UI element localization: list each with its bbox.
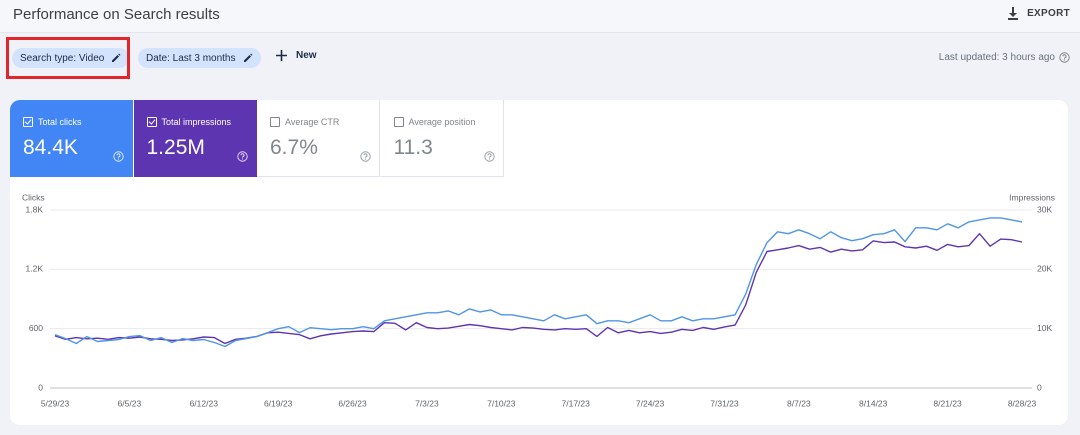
y2-tick-label: 10K [1037,323,1052,333]
help-icon[interactable] [236,151,248,162]
metric-value: 6.7% [270,136,318,159]
help-icon[interactable] [113,151,124,162]
checkbox[interactable] [270,117,280,127]
metric-label-row: Average CTR [270,117,339,127]
new-label: New [296,50,317,61]
x-tick-label: 7/17/23 [562,398,591,408]
export-button[interactable]: EXPORT [1007,7,1070,20]
help-icon[interactable] [1059,52,1070,63]
x-tick-label: 7/24/23 [636,398,665,408]
y2-tick-label: 30K [1037,204,1052,214]
export-label: EXPORT [1027,8,1070,19]
x-tick-label: 7/10/23 [487,398,516,408]
highlight-box [6,37,130,79]
metric-card[interactable]: Average position 11.3 [380,100,504,177]
x-tick-label: 6/26/23 [338,398,367,408]
metric-value: 11.3 [393,136,433,159]
metric-label-row: Average position [393,117,476,127]
y-tick-label: 1.2K [26,264,44,274]
y2-axis-label: Impressions [1009,192,1055,202]
metric-value: 1.25M [146,136,205,159]
metric-label-row: Total clicks [23,117,82,127]
x-tick-label: 8/14/23 [859,398,888,408]
top-bar: Performance on Search results EXPORT [0,0,1080,33]
x-tick-label: 8/7/23 [787,398,811,408]
metric-label: Total clicks [38,117,82,127]
metric-value: 84.4K [23,136,78,159]
help [360,149,371,167]
page-title: Performance on Search results [13,6,220,23]
x-tick-label: 8/28/23 [1008,398,1037,408]
metric-label: Total impressions [161,117,232,127]
x-tick-label: 8/21/23 [933,398,962,408]
y2-tick-label: 0 [1037,382,1042,392]
metric-card[interactable]: Total clicks 84.4K [10,100,133,177]
edit-icon [243,53,252,62]
new-filter-button[interactable]: New [276,50,317,61]
y-tick-label: 1.8K [26,204,44,214]
help-icon[interactable] [360,151,371,162]
chip-label: Search type: Video [20,52,105,64]
checkbox[interactable] [393,117,404,127]
search-type-chip[interactable]: Search type: Video [12,48,130,68]
last-updated-text: Last updated: 3 hours ago [938,52,1055,63]
x-tick-label: 7/3/23 [415,398,439,408]
edit-icon [112,53,121,62]
x-tick-label: 6/19/23 [264,398,293,408]
help [236,149,248,167]
metric-card[interactable]: Average CTR 6.7% [257,100,380,177]
last-updated: Last updated: 3 hours ago [939,52,1070,63]
performance-panel: Clicks Impressions 0 600 1.2K 1.8K 0 10K 20K 30… [10,100,1068,425]
metric-label: Average position [408,117,476,127]
plus-icon [276,50,287,61]
series-line [54,233,1023,345]
date-chip[interactable]: Date: Last 3 months [138,48,261,68]
chart: Clicks Impressions 0 600 1.2K 1.8K 0 10K 20K 30… [22,192,1055,408]
chip-label: Date: Last 3 months [146,52,236,64]
checkbox[interactable] [23,117,33,127]
y-tick-label: 600 [29,323,43,333]
help-icon[interactable] [483,151,495,162]
x-tick-label: 6/5/23 [118,398,142,408]
help [113,149,124,167]
metric-label-row: Total impressions [146,117,232,127]
series-line [54,217,1023,348]
y-tick-label: 0 [38,382,43,392]
checkbox[interactable] [146,117,157,127]
y2-tick-label: 20K [1037,264,1052,274]
x-tick-label: 6/12/23 [190,398,219,408]
x-tick-label: 5/29/23 [41,398,70,408]
download-icon [1008,7,1019,20]
help [483,149,495,167]
metric-card[interactable]: Total impressions 1.25M [133,100,257,177]
x-tick-label: 7/31/23 [710,398,739,408]
metric-label: Average CTR [285,117,340,127]
y-axis-label: Clicks [22,192,45,202]
